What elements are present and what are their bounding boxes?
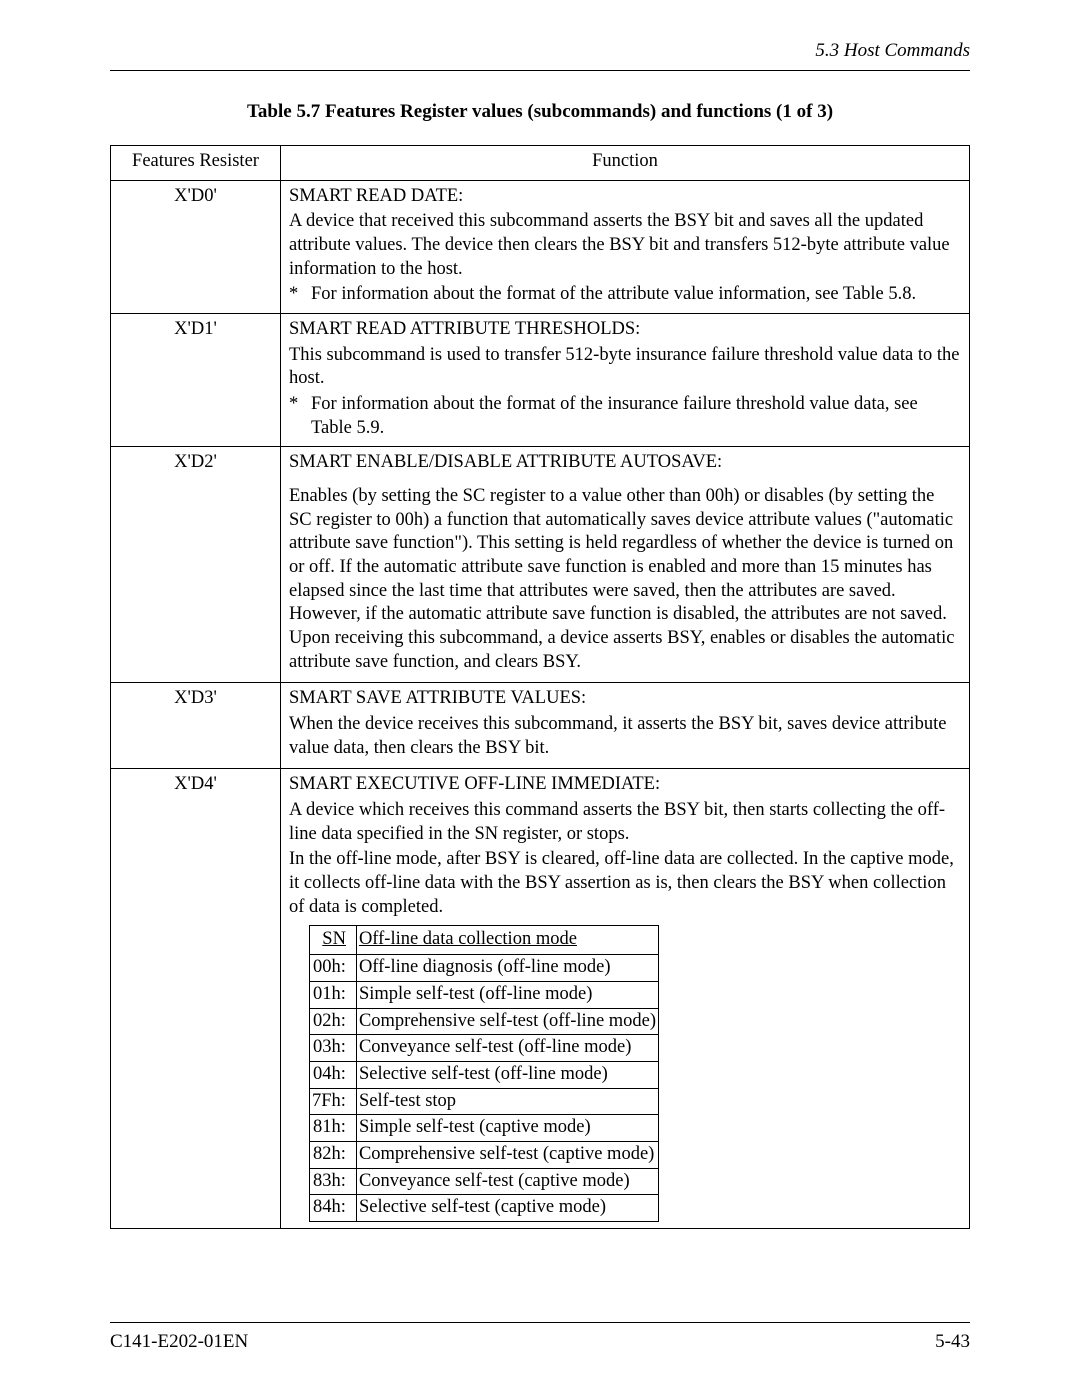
bullet-item: * For information about the format of th…	[289, 393, 961, 440]
mode-sn: 83h:	[310, 1168, 357, 1195]
mode-desc: Comprehensive self-test (off-line mode)	[356, 1008, 658, 1035]
function-text: A device which receives this command ass…	[289, 799, 961, 846]
mode-desc: Selective self-test (off-line mode)	[356, 1061, 658, 1088]
page-footer: C141-E202-01EN 5-43	[110, 1322, 970, 1353]
bullet-text: For information about the format of the …	[311, 393, 961, 440]
table-row: X'D3' SMART SAVE ATTRIBUTE VALUES: When …	[111, 683, 970, 769]
asterisk-icon: *	[289, 283, 311, 307]
table-row: X'D2' SMART ENABLE/DISABLE ATTRIBUTE AUT…	[111, 447, 970, 683]
mode-sn: 81h:	[310, 1115, 357, 1142]
mode-desc: Conveyance self-test (captive mode)	[356, 1168, 658, 1195]
table-row: X'D1' SMART READ ATTRIBUTE THRESHOLDS: T…	[111, 314, 970, 447]
function-title: SMART READ DATE:	[289, 185, 961, 209]
mode-row: 81h:Simple self-test (captive mode)	[310, 1115, 659, 1142]
asterisk-icon: *	[289, 393, 311, 417]
function-title: SMART EXECUTIVE OFF-LINE IMMEDIATE:	[289, 773, 961, 797]
section-header: 5.3 Host Commands	[110, 40, 970, 62]
modes-header-row: SN Off-line data collection mode	[310, 926, 659, 955]
mode-desc: Simple self-test (captive mode)	[356, 1115, 658, 1142]
features-table: Features Resister Function X'D0' SMART R…	[110, 145, 970, 1229]
mode-sn: 01h:	[310, 981, 357, 1008]
mode-desc: Comprehensive self-test (captive mode)	[356, 1141, 658, 1168]
mode-desc: Simple self-test (off-line mode)	[356, 981, 658, 1008]
feature-cell: X'D1'	[111, 314, 281, 447]
table-row: X'D4' SMART EXECUTIVE OFF-LINE IMMEDIATE…	[111, 769, 970, 1228]
function-cell: SMART EXECUTIVE OFF-LINE IMMEDIATE: A de…	[281, 769, 970, 1228]
function-text: A device that received this subcommand a…	[289, 210, 961, 281]
mode-sn: 00h:	[310, 955, 357, 982]
mode-row: 7Fh:Self-test stop	[310, 1088, 659, 1115]
page-number: 5-43	[935, 1331, 970, 1353]
table-caption: Table 5.7 Features Register values (subc…	[110, 101, 970, 123]
mode-sn: 03h:	[310, 1035, 357, 1062]
function-text: Enables (by setting the SC register to a…	[289, 485, 961, 674]
col-header-function: Function	[281, 146, 970, 181]
feature-cell: X'D2'	[111, 447, 281, 683]
mode-desc: Conveyance self-test (off-line mode)	[356, 1035, 658, 1062]
table-row: X'D0' SMART READ DATE: A device that rec…	[111, 180, 970, 313]
function-cell: SMART READ ATTRIBUTE THRESHOLDS: This su…	[281, 314, 970, 447]
mode-row: 00h:Off-line diagnosis (off-line mode)	[310, 955, 659, 982]
mode-sn: 84h:	[310, 1195, 357, 1222]
mode-sn: 82h:	[310, 1141, 357, 1168]
modes-table: SN Off-line data collection mode 00h:Off…	[309, 925, 659, 1221]
function-title: SMART READ ATTRIBUTE THRESHOLDS:	[289, 318, 961, 342]
mode-sn: 7Fh:	[310, 1088, 357, 1115]
page: 5.3 Host Commands Table 5.7 Features Reg…	[0, 0, 1080, 1397]
feature-cell: X'D0'	[111, 180, 281, 313]
function-title: SMART ENABLE/DISABLE ATTRIBUTE AUTOSAVE:	[289, 451, 961, 475]
bullet-item: * For information about the format of th…	[289, 283, 961, 307]
function-text: In the off-line mode, after BSY is clear…	[289, 848, 961, 919]
function-text: This subcommand is used to transfer 512-…	[289, 344, 961, 391]
mode-sn: 04h:	[310, 1061, 357, 1088]
mode-sn: 02h:	[310, 1008, 357, 1035]
col-header-features: Features Resister	[111, 146, 281, 181]
function-title: SMART SAVE ATTRIBUTE VALUES:	[289, 687, 961, 711]
feature-cell: X'D4'	[111, 769, 281, 1228]
mode-row: 04h:Selective self-test (off-line mode)	[310, 1061, 659, 1088]
modes-header-mode: Off-line data collection mode	[356, 926, 658, 955]
bullet-text: For information about the format of the …	[311, 283, 961, 307]
function-cell: SMART SAVE ATTRIBUTE VALUES: When the de…	[281, 683, 970, 769]
mode-desc: Selective self-test (captive mode)	[356, 1195, 658, 1222]
modes-header-sn: SN	[310, 926, 357, 955]
mode-desc: Self-test stop	[356, 1088, 658, 1115]
table-header-row: Features Resister Function	[111, 146, 970, 181]
rule-top	[110, 70, 970, 71]
function-text: When the device receives this subcommand…	[289, 713, 961, 760]
mode-desc: Off-line diagnosis (off-line mode)	[356, 955, 658, 982]
footer-row: C141-E202-01EN 5-43	[110, 1331, 970, 1353]
mode-row: 84h:Selective self-test (captive mode)	[310, 1195, 659, 1222]
doc-number: C141-E202-01EN	[110, 1331, 248, 1353]
function-cell: SMART ENABLE/DISABLE ATTRIBUTE AUTOSAVE:…	[281, 447, 970, 683]
mode-row: 82h:Comprehensive self-test (captive mod…	[310, 1141, 659, 1168]
mode-row: 83h:Conveyance self-test (captive mode)	[310, 1168, 659, 1195]
mode-row: 01h:Simple self-test (off-line mode)	[310, 981, 659, 1008]
mode-row: 03h:Conveyance self-test (off-line mode)	[310, 1035, 659, 1062]
function-cell: SMART READ DATE: A device that received …	[281, 180, 970, 313]
feature-cell: X'D3'	[111, 683, 281, 769]
rule-bottom	[110, 1322, 970, 1323]
mode-row: 02h:Comprehensive self-test (off-line mo…	[310, 1008, 659, 1035]
